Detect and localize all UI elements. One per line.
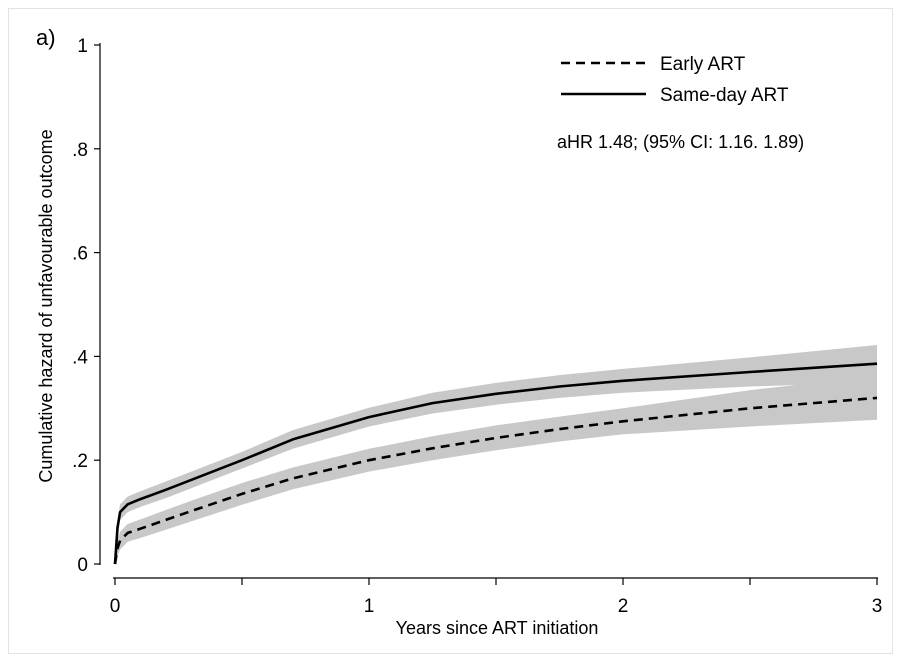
y-tick-label: .6 <box>72 244 88 265</box>
ci-bands <box>115 345 877 564</box>
ci-band-same-day-art <box>115 345 877 564</box>
panel-label: a) <box>36 25 56 50</box>
x-tick-label: 0 <box>110 596 121 617</box>
y-axis-label: Cumulative hazard of unfavourable outcom… <box>36 129 56 482</box>
y-tick-label: 1 <box>77 36 88 57</box>
chart-frame <box>8 8 893 654</box>
series-lines <box>113 362 878 565</box>
y-tick-label: .4 <box>72 347 88 368</box>
x-axis-label: Years since ART initiation <box>396 618 599 638</box>
axes: 0 .2 .4 .6 .8 1 0 1 2 3 <box>72 36 882 617</box>
x-tick-label: 3 <box>872 596 883 617</box>
hazard-ratio-annotation: aHR 1.48; (95% CI: 1.16. 1.89) <box>557 132 804 152</box>
legend-label-early-art: Early ART <box>660 54 746 75</box>
series-line-same-day-art <box>113 362 878 565</box>
y-tick-label: .8 <box>72 140 88 161</box>
y-tick-label: .2 <box>72 451 88 472</box>
x-tick-label: 1 <box>364 596 375 617</box>
ci-band-early-art <box>115 376 877 564</box>
series-line-early-art <box>113 396 878 565</box>
legend-label-same-day-art: Same-day ART <box>660 85 789 106</box>
y-tick-label: 0 <box>77 555 88 576</box>
x-tick-label: 2 <box>618 596 629 617</box>
legend: Early ART Same-day ART <box>561 54 789 106</box>
